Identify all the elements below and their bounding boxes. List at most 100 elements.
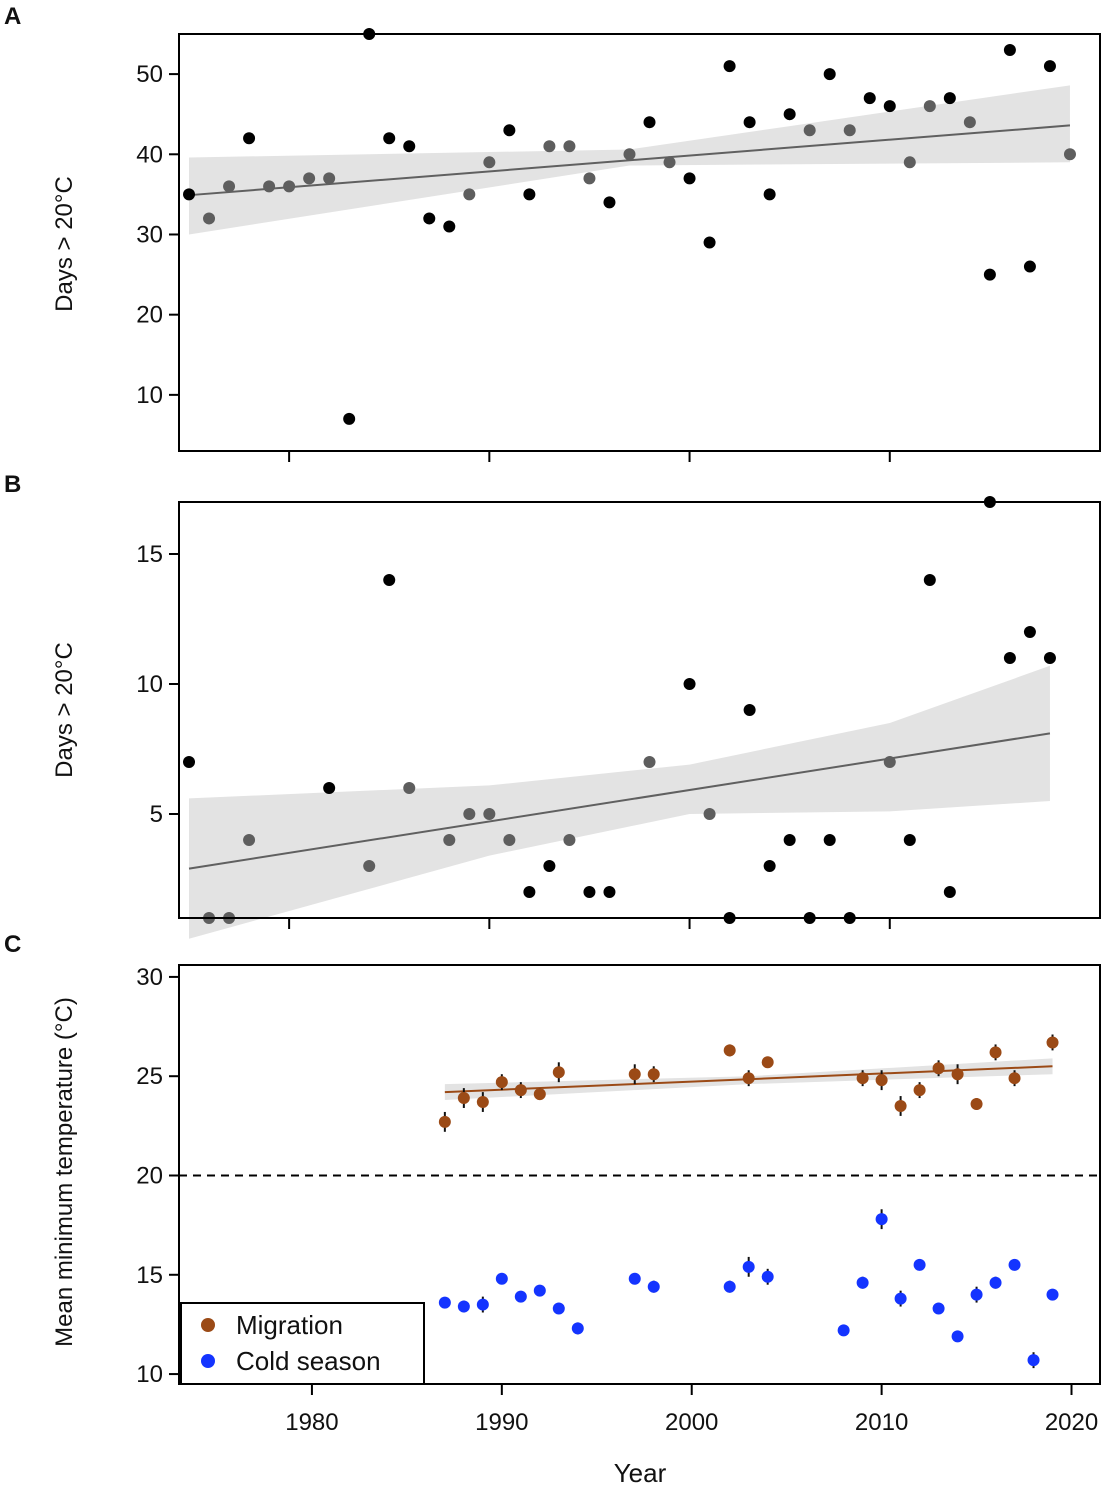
panel-b-point-1998 xyxy=(643,756,656,768)
migration-point-1997 xyxy=(628,1068,641,1081)
legend-label-cold-season: Cold season xyxy=(236,1346,381,1376)
cold-season-point-2009 xyxy=(856,1276,869,1289)
cold-season-point-2013 xyxy=(932,1302,945,1315)
panel-b-point-2000 xyxy=(683,678,696,690)
cold-season-point-1990 xyxy=(495,1272,508,1285)
panel-a-plot-area: 10 20 30 40 50 xyxy=(136,28,1101,462)
panel-b-point-2005 xyxy=(783,834,796,846)
panel-b-confidence-band xyxy=(189,665,1050,939)
panel-b-point-1989 xyxy=(463,808,476,820)
panel-b-point-2016 xyxy=(1003,652,1016,664)
panel-a-y-tick-label-50: 50 xyxy=(136,61,163,88)
panel-a-point-1997 xyxy=(623,148,636,161)
panel-c-plot-area: 10 15 20 25 30 1980 1990 2000 2010 2020 xyxy=(136,964,1101,1436)
panel-a-point-2010 xyxy=(883,100,896,113)
panel-a-point-2017 xyxy=(1023,260,1036,273)
panel-a-point-2019 xyxy=(1063,148,1076,161)
panel-a-point-2016 xyxy=(1003,44,1016,57)
cold-season-point-1998 xyxy=(647,1280,660,1293)
panel-a-point-2011 xyxy=(903,156,916,169)
panel-c-x-tick-label-2010: 2010 xyxy=(855,1409,908,1436)
panel-a-point-1989 xyxy=(463,188,476,201)
panel-b-point-1984 xyxy=(363,860,376,872)
migration-point-2017 xyxy=(1008,1072,1021,1085)
migration-point-2010 xyxy=(875,1074,888,1087)
panel-c-x-tick-label-1990: 1990 xyxy=(475,1409,528,1436)
cold-season-point-2016 xyxy=(989,1276,1002,1289)
panel-a-point-1985 xyxy=(383,132,396,145)
legend-marker-migration xyxy=(201,1318,215,1332)
panel-a-point-1976 xyxy=(203,212,216,225)
panel-a-y-axis-label: Days > 20°C xyxy=(51,176,78,312)
cold-season-point-1989 xyxy=(476,1298,489,1311)
migration-point-1992 xyxy=(533,1088,546,1101)
panel-a-point-1986 xyxy=(403,140,416,153)
panel-a-point-1980 xyxy=(283,180,296,193)
panel-b-point-1995 xyxy=(583,886,596,898)
cold-season-point-1988 xyxy=(457,1300,470,1313)
panel-a-point-1990 xyxy=(483,156,496,169)
panel-a-point-2015 xyxy=(983,268,996,281)
panel-a-point-1998 xyxy=(643,116,656,129)
cold-season-point-1992 xyxy=(533,1284,546,1297)
panel-b-point-1994 xyxy=(563,834,576,846)
cold-season-point-2004 xyxy=(761,1270,774,1283)
migration-point-2016 xyxy=(989,1046,1002,1059)
panel-b-point-2004 xyxy=(763,860,776,872)
cold-season-point-2011 xyxy=(894,1292,907,1305)
legend: Migration Cold season xyxy=(180,1302,425,1385)
panel-c-y-tick-label-15: 15 xyxy=(136,1262,163,1289)
migration-point-2009 xyxy=(856,1072,869,1085)
panel-c-x-axis-label: Year xyxy=(614,1458,667,1488)
panel-b-point-2001 xyxy=(703,808,716,820)
panel-a-y-tick-label-10: 10 xyxy=(136,382,163,409)
panel-a-point-2002 xyxy=(723,60,736,73)
cold-season-point-2008 xyxy=(837,1324,850,1337)
cold-season-point-2014 xyxy=(951,1330,964,1343)
panel-c-y-tick-label-30: 30 xyxy=(136,964,163,991)
migration-point-1987 xyxy=(438,1115,451,1128)
cold-season-point-1987 xyxy=(438,1296,451,1309)
panel-a-point-2018 xyxy=(1043,60,1056,73)
panel-a-point-2008 xyxy=(843,124,856,137)
panel-b-plot-area: 5 10 15 xyxy=(136,496,1101,939)
panel-b-point-2011 xyxy=(903,834,916,846)
panel-a-point-2014 xyxy=(963,116,976,129)
cold-season-point-2017 xyxy=(1008,1258,1021,1271)
panel-b-point-2007 xyxy=(823,834,836,846)
cold-season-point-2019 xyxy=(1046,1288,1059,1301)
migration-point-2003 xyxy=(742,1072,755,1085)
panel-b-frame xyxy=(178,501,1101,919)
panel-c-x-tick-label-2020: 2020 xyxy=(1045,1409,1098,1436)
migration-point-2015 xyxy=(970,1098,983,1111)
panel-b-point-2010 xyxy=(883,756,896,768)
panel-a-trend-line xyxy=(188,124,1071,197)
panel-a-point-1991 xyxy=(503,124,516,137)
panel-a-point-2012 xyxy=(923,100,936,113)
panel-b-point-1996 xyxy=(603,886,616,898)
panel-c: C Mean minimum temperature (°C) Year 101… xyxy=(4,931,1101,1488)
cold-season-point-2018 xyxy=(1027,1354,1040,1367)
panel-c-y-tick-label-10: 10 xyxy=(136,1361,163,1388)
panel-b: B Days > 20°C 5 10 15 xyxy=(4,471,1101,939)
panel-a-point-2001 xyxy=(703,236,716,249)
panel-b-point-1990 xyxy=(483,808,496,820)
panel-a-point-1993 xyxy=(543,140,556,153)
panel-b-point-1991 xyxy=(503,834,516,846)
panel-c-y-axis-label: Mean minimum temperature (°C) xyxy=(51,997,78,1347)
panel-b-trend-line xyxy=(188,732,1051,870)
panel-c-y-tick-label-20: 20 xyxy=(136,1162,163,1189)
panel-a-point-2013 xyxy=(943,92,956,105)
migration-point-1991 xyxy=(514,1084,527,1097)
migration-point-2012 xyxy=(913,1084,926,1097)
migration-point-2011 xyxy=(894,1099,907,1112)
panel-a-point-1977 xyxy=(223,180,236,193)
panel-b-point-1988 xyxy=(443,834,456,846)
panel-b-point-2003 xyxy=(743,704,756,716)
migration-point-2013 xyxy=(932,1062,945,1075)
migration-point-1998 xyxy=(647,1068,660,1081)
panel-a-point-2009 xyxy=(863,92,876,105)
panel-a-label: A xyxy=(4,3,21,30)
panel-b-point-1978 xyxy=(243,834,256,846)
